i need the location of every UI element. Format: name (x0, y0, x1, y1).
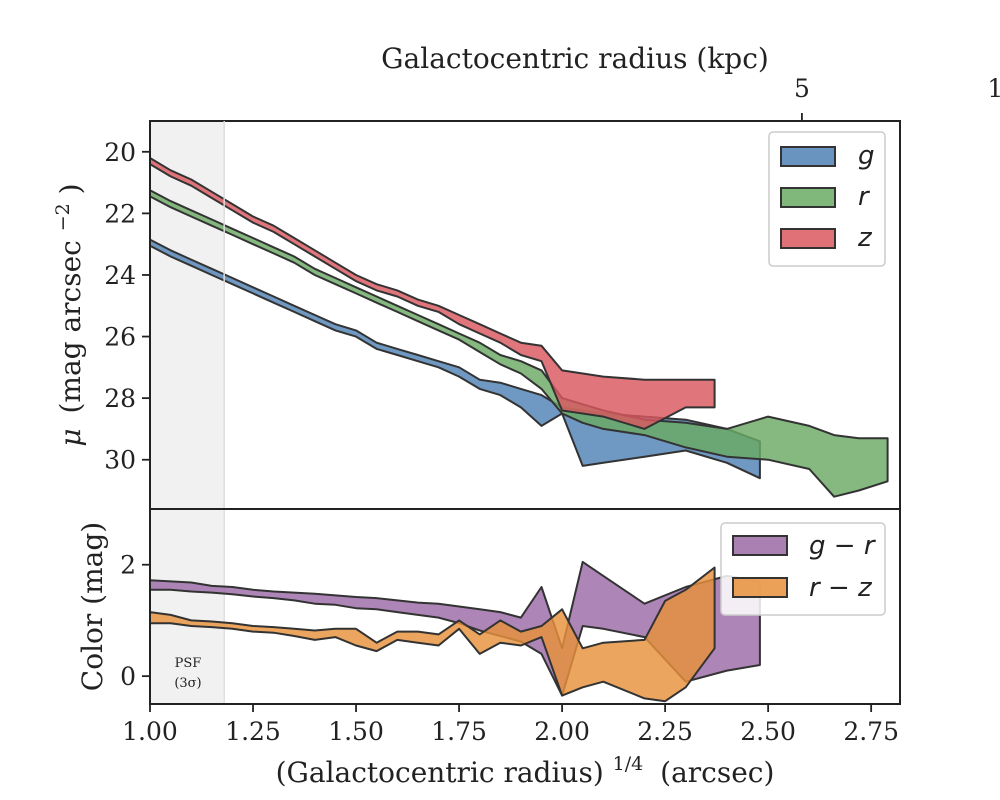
bottom-panel-frame (149, 508, 901, 705)
legend-label: z (857, 223, 873, 253)
x-axis-label: (Galactocentric radius) 1/4 (arcsec) (276, 744, 775, 789)
color-legend: g − r r − z (720, 522, 886, 616)
legend-swatch (780, 228, 836, 249)
x-tick-label: 1.75 (431, 717, 487, 746)
series-z-band (149, 157, 716, 430)
x-axis-ticks: 1.00 1.25 1.50 1.75 2.00 2.25 2.50 2.75 (122, 704, 899, 746)
color-bands (149, 560, 761, 703)
y-tick-label: 24 (104, 261, 136, 290)
y-tick-label: 22 (104, 199, 136, 228)
psf-sigma-label: (3σ) (174, 676, 201, 691)
x-axis-label-unit: (arcsec) (660, 756, 774, 789)
x-tick-label: 2.25 (637, 717, 693, 746)
color-y-axis-label: Color (mag) (76, 522, 109, 691)
psf-shaded-region (150, 509, 225, 704)
y-tick-label: 26 (104, 323, 136, 352)
x-tick-label: 2.50 (740, 717, 796, 746)
x-tick-label: 1.00 (122, 717, 178, 746)
legend-label: g (858, 141, 875, 171)
psf-label: PSF (175, 656, 202, 671)
y-axis-ticks: 20 22 24 26 28 30 (104, 138, 150, 475)
x-tick-label: 1.50 (328, 717, 384, 746)
color-legend-label: g − r (809, 531, 877, 561)
legend: grz (768, 131, 886, 267)
psf-shaded-region (150, 121, 225, 509)
color-y-axis-ticks: 02 (120, 551, 150, 691)
surface-brightness-bands (149, 157, 889, 498)
series-r-band (149, 189, 889, 498)
legend-swatch (780, 146, 836, 167)
legend-swatch (780, 187, 836, 208)
y-axis-label: μ (mag arcsec −2 ) (43, 183, 87, 446)
top-x-tick-label: 10 (987, 74, 1000, 103)
color-legend-label: r − z (809, 573, 873, 603)
x-tick-label: 2.00 (534, 717, 590, 746)
color-legend-swatch (732, 535, 788, 556)
color-y-tick-label: 2 (120, 551, 136, 580)
series-g-minus-r-band (149, 560, 761, 697)
color-legend-swatch (732, 577, 788, 598)
x-axis-label-exponent: 1/4 (613, 753, 644, 775)
legend-label: r (858, 182, 871, 212)
top-x-tick-label: 5 (794, 74, 810, 103)
color-y-tick-label: 0 (120, 662, 136, 691)
x-tick-label: 1.25 (225, 717, 281, 746)
y-axis-unit: (mag arcsec (54, 240, 87, 413)
x-tick-label: 2.75 (843, 717, 899, 746)
top-x-axis-ticks: 51020305075100150200 (794, 74, 1000, 121)
x-axis-label-main: (Galactocentric radius) (276, 756, 604, 789)
mu-symbol: μ (54, 428, 87, 446)
series-r-minus-z-band (149, 566, 716, 703)
color-panel: 02 1.00 1.25 1.50 1.75 2.00 2.25 2.50 2.75 Colo… (76, 508, 901, 789)
y-tick-label: 30 (104, 446, 136, 475)
top-axis-label: Galactocentric radius (kpc) (381, 42, 769, 75)
y-axis-exponent: −2 (52, 203, 74, 231)
y-tick-label: 20 (104, 138, 136, 167)
y-tick-label: 28 (104, 384, 136, 413)
y-axis-close: ) (54, 183, 87, 194)
